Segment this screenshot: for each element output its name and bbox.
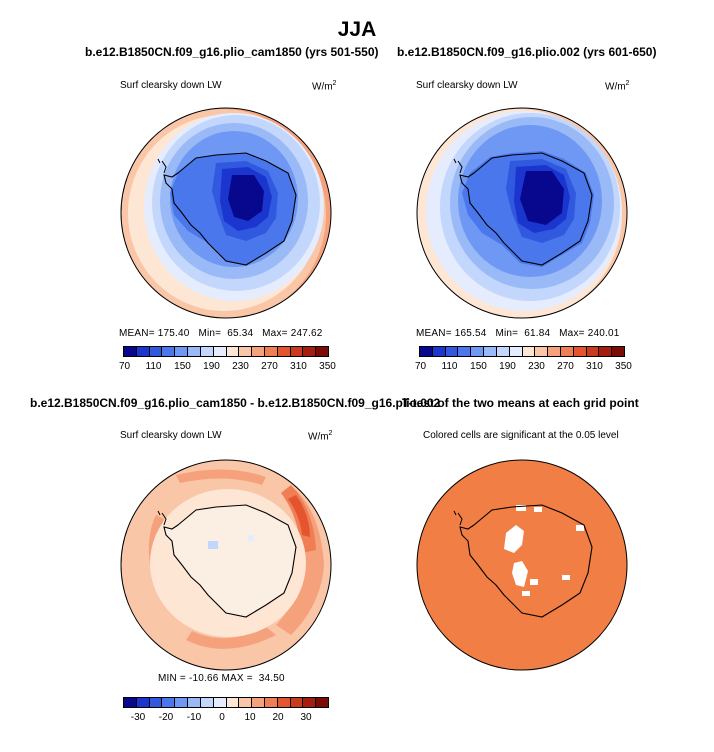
colorbar-swatch (188, 698, 201, 707)
panel3-variable-label: Surf clearsky down LW (120, 430, 222, 441)
colorbar-swatch (124, 698, 137, 707)
colorbar-swatch (316, 698, 328, 707)
colorbar-swatch (188, 347, 201, 356)
colorbar-swatch (303, 347, 317, 356)
panel2-title: b.e12.B1850CN.f09_g16.plio.002 (yrs 601-… (397, 45, 657, 59)
panel4-map (416, 459, 628, 671)
colorbar-swatch (420, 347, 433, 356)
colorbar-tick-label: 310 (290, 361, 307, 372)
colorbar-swatch (200, 698, 214, 707)
colorbar-tick-label: 190 (203, 361, 220, 372)
colorbar-swatch (612, 347, 624, 356)
colorbar-tick-label: 350 (319, 361, 336, 372)
colorbar-swatch (599, 347, 613, 356)
panel1-stats: MEAN= 175.40 Min= 65.34 Max= 247.62 (119, 328, 323, 339)
panel1-colorbar-ticks: 70 110 150 190 230 270 310 350 (110, 361, 342, 372)
colorbar-swatch (509, 347, 523, 356)
colorbar-swatch (535, 347, 549, 356)
colorbar-swatch (277, 698, 291, 707)
colorbar-tick-label: 30 (300, 712, 312, 723)
panel2-stats: MEAN= 165.54 Min= 61.84 Max= 240.01 (416, 328, 620, 339)
colorbar-tick-label: 190 (499, 361, 516, 372)
colorbar-swatch (573, 347, 587, 356)
colorbar-swatch (445, 347, 459, 356)
colorbar-tick-label: 70 (118, 361, 131, 372)
colorbar-swatch (303, 698, 317, 707)
colorbar-tick-label: 230 (232, 361, 249, 372)
main-title: JJA (337, 18, 377, 41)
colorbar-swatch (264, 347, 278, 356)
panel3-colorbar (123, 697, 329, 708)
panel2-units: W/m2 (605, 80, 630, 93)
colorbar-tick-label: 10 (244, 712, 256, 723)
colorbar-swatch (290, 347, 304, 356)
panel2-colorbar-ticks: 70 110 150 190 230 270 310 350 (406, 361, 638, 372)
panel1-colorbar (123, 346, 329, 357)
colorbar-swatch (264, 698, 278, 707)
colorbar-swatch (252, 698, 265, 707)
panel3-units: W/m2 (308, 430, 333, 443)
colorbar-tick-label: -10 (186, 712, 202, 723)
panel1-title: b.e12.B1850CN.f09_g16.plio_cam1850 (yrs … (85, 45, 379, 59)
colorbar-tick-label: 270 (557, 361, 574, 372)
colorbar-swatch (213, 347, 227, 356)
colorbar-tick-label: 270 (261, 361, 278, 372)
panel1-units: W/m2 (312, 80, 337, 93)
colorbar-swatch (496, 347, 510, 356)
colorbar-swatch (458, 347, 472, 356)
colorbar-swatch (136, 347, 150, 356)
panel2-map (416, 107, 628, 319)
colorbar-swatch (226, 698, 240, 707)
colorbar-swatch (560, 347, 574, 356)
colorbar-tick-label: 150 (174, 361, 191, 372)
colorbar-swatch (290, 698, 304, 707)
colorbar-swatch (471, 347, 485, 356)
panel3-colorbar-ticks: -30 -20 -10 0 10 20 30 (124, 712, 320, 723)
colorbar-swatch (586, 347, 600, 356)
colorbar-tick-label: 0 (219, 712, 225, 723)
colorbar-swatch (239, 347, 253, 356)
panel2-variable-label: Surf clearsky down LW (416, 80, 518, 91)
colorbar-swatch (175, 347, 189, 356)
colorbar-swatch (226, 347, 240, 356)
colorbar-swatch (252, 347, 265, 356)
panel1-variable-label: Surf clearsky down LW (120, 80, 222, 91)
colorbar-tick-label: 230 (528, 361, 545, 372)
colorbar-swatch (239, 698, 253, 707)
colorbar-swatch (162, 347, 176, 356)
colorbar-swatch (277, 347, 291, 356)
panel3-stats: MIN = -10.66 MAX = 34.50 (158, 673, 285, 684)
colorbar-swatch (522, 347, 536, 356)
panel4-subtitle: Colored cells are significant at the 0.0… (423, 430, 619, 441)
colorbar-swatch (213, 698, 227, 707)
colorbar-tick-label: 310 (586, 361, 603, 372)
colorbar-swatch (149, 347, 163, 356)
colorbar-tick-label: 110 (145, 361, 162, 372)
colorbar-tick-label: -30 (130, 712, 146, 723)
colorbar-swatch (200, 347, 214, 356)
colorbar-swatch (136, 698, 150, 707)
colorbar-tick-label: 150 (470, 361, 487, 372)
colorbar-swatch (175, 698, 189, 707)
colorbar-swatch (162, 698, 176, 707)
colorbar-swatch (316, 347, 328, 356)
colorbar-swatch (124, 347, 137, 356)
colorbar-swatch (548, 347, 561, 356)
colorbar-tick-label: 20 (272, 712, 284, 723)
colorbar-swatch (484, 347, 497, 356)
panel1-map (120, 107, 332, 319)
colorbar-tick-label: -20 (158, 712, 174, 723)
colorbar-swatch (432, 347, 446, 356)
colorbar-tick-label: 110 (441, 361, 458, 372)
panel2-colorbar (419, 346, 625, 357)
colorbar-tick-label: 350 (615, 361, 632, 372)
colorbar-tick-label: 70 (414, 361, 427, 372)
panel3-map (120, 459, 332, 671)
panel4-title: T-test of the two means at each grid poi… (402, 396, 639, 410)
colorbar-swatch (149, 698, 163, 707)
panel3-title: b.e12.B1850CN.f09_g16.plio_cam1850 - b.e… (30, 396, 441, 410)
